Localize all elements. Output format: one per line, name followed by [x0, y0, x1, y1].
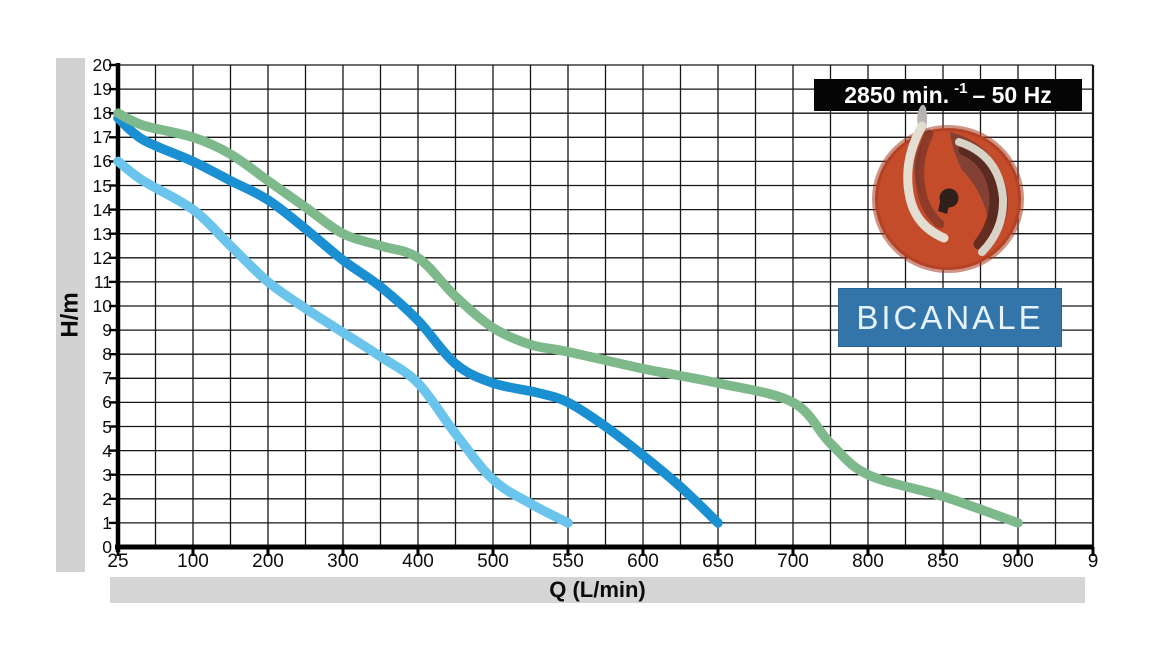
y-tick-label: 19: [92, 79, 112, 100]
y-tick-label: 1: [102, 512, 112, 533]
y-tick-label: 18: [92, 103, 112, 124]
y-tick-label: 2: [102, 488, 112, 509]
speed-exponent: -1: [954, 79, 968, 97]
frequency-text: – 50 Hz: [972, 81, 1052, 108]
x-tick-label: 900: [1002, 551, 1034, 572]
y-tick-label: 5: [102, 416, 112, 437]
impeller-blade-right: [955, 138, 1008, 256]
y-tick-label: 10: [92, 296, 112, 316]
y-tick-label: 17: [92, 127, 112, 148]
x-tick-label: 600: [627, 551, 659, 572]
x-tick-label: 25: [107, 551, 129, 572]
x-tick-label: 800: [852, 551, 884, 572]
x-tick-label: 400: [402, 551, 434, 572]
x-tick-label: 650: [702, 551, 734, 572]
large-impeller-curve: [113, 108, 1023, 528]
x-tick-label: 9: [1087, 551, 1099, 572]
y-tick-label: 6: [102, 392, 112, 413]
y-tick-label: 4: [102, 440, 112, 461]
medium-impeller-curve: [113, 113, 723, 528]
y-axis-tick-labels: 0 1 2 3 4 5 6 7 8 9 10 11 12 13 14 15 16 17 18 19 20: [72, 55, 112, 557]
x-tick-label: 500: [477, 551, 509, 572]
y-tick-label: 16: [92, 151, 112, 172]
small-impeller-curve: [113, 156, 573, 528]
y-tick-label: 0: [102, 537, 112, 557]
y-tick-label: 7: [102, 368, 112, 389]
x-axis-bar: Q (L/min): [110, 577, 1085, 603]
bicanale-text: BICANALE: [856, 298, 1044, 336]
impeller-image: [872, 104, 1024, 273]
y-tick-label: 12: [92, 247, 112, 268]
impeller-blade-left: [903, 121, 949, 243]
speed-text: 2850 min.: [844, 81, 950, 108]
y-tick-label: 8: [102, 344, 112, 365]
x-tick-label: 700: [777, 551, 809, 572]
x-tick-label: 300: [327, 551, 359, 572]
x-axis-title: Q (L/min): [549, 577, 646, 602]
y-tick-label: 15: [92, 175, 112, 196]
y-tick-label: 9: [102, 320, 112, 341]
x-tick-label: 850: [927, 551, 959, 572]
y-tick-label: 11: [93, 271, 112, 292]
y-tick-label: 3: [102, 464, 112, 485]
speed-frequency-badge: 2850 min. -1– 50 Hz: [814, 79, 1082, 111]
y-tick-label: 14: [92, 199, 112, 220]
y-tick-label: 13: [92, 223, 112, 244]
y-axis-strip: H/m: [56, 58, 85, 572]
x-tick-label: 100: [177, 551, 209, 572]
x-tick-label: 200: [252, 551, 284, 572]
x-axis-tick-labels: 25 100 200 300 400 500 550 600 650 700 800 850 900 9: [107, 551, 1098, 575]
impeller-hub-hole: [939, 188, 959, 208]
y-tick-label: 20: [92, 55, 112, 75]
impeller-type-label: BICANALE: [838, 288, 1062, 347]
x-tick-label: 550: [552, 551, 584, 572]
